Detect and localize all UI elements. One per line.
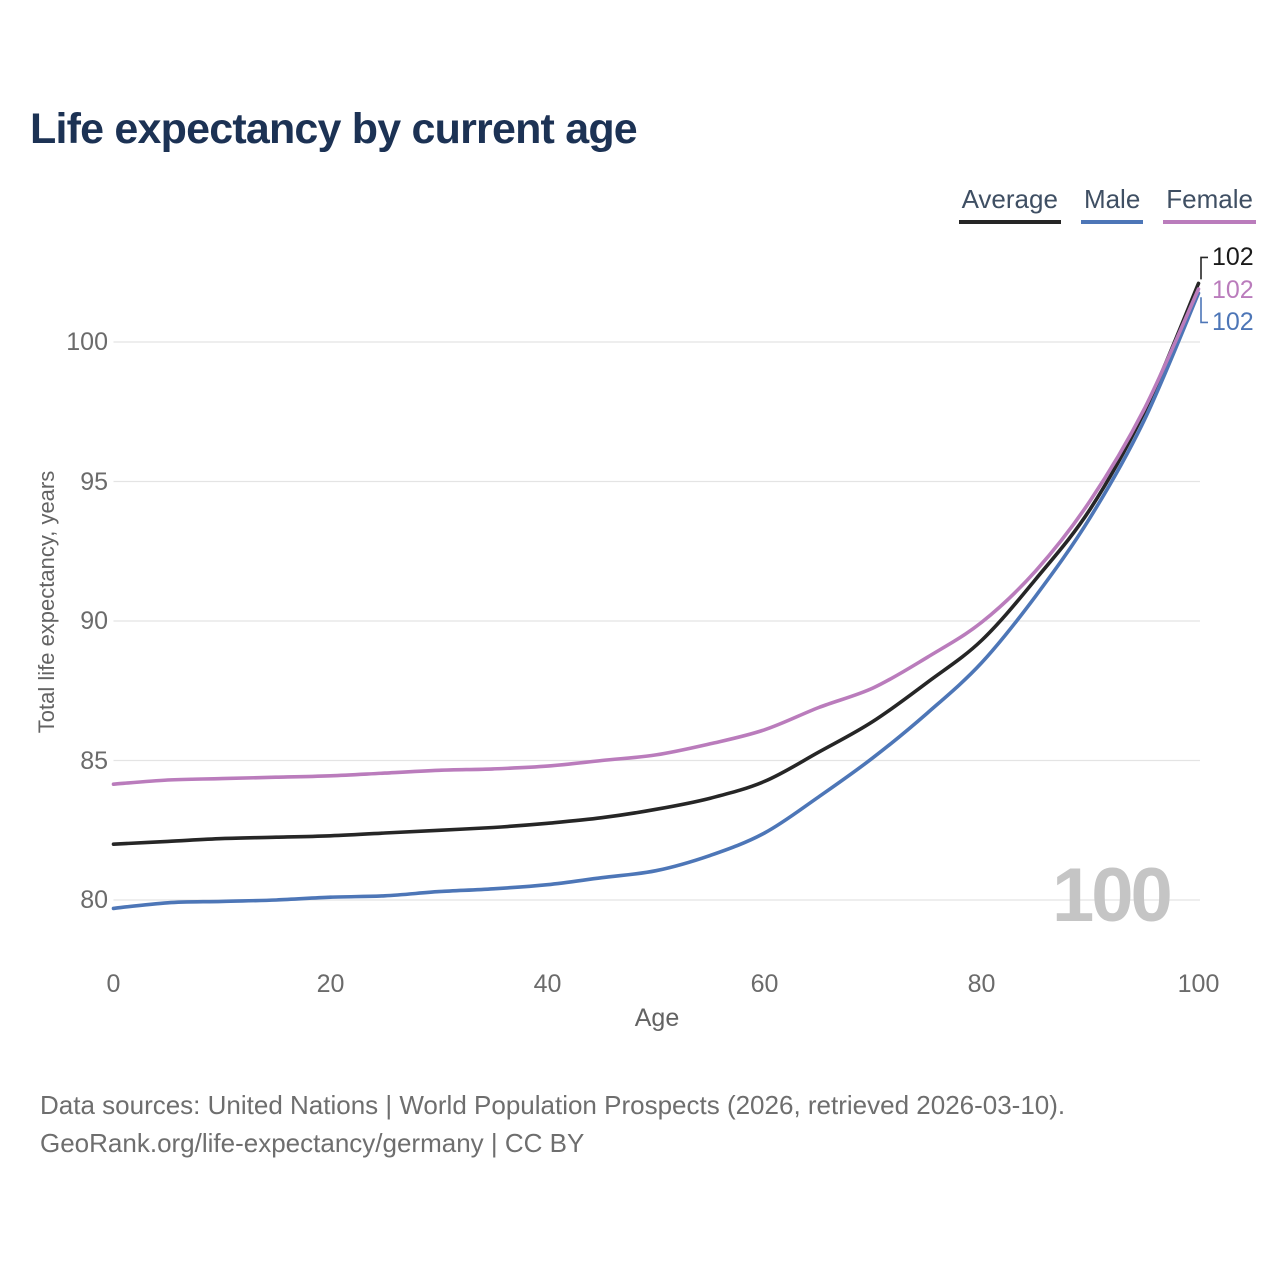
end-label-female: 102 [1212,275,1254,304]
source-note-line-2: GeoRank.org/life-expectancy/germany | CC… [40,1128,585,1158]
ytick-100: 100 [66,328,108,356]
end-label-male: 102 [1212,308,1254,337]
xtick-40: 40 [533,970,562,998]
ytick-95: 95 [80,467,108,496]
legend: Average Male Female [958,184,1256,224]
y-axis-label: Total life expectancy, years [34,470,59,734]
xtick-100: 100 [1177,970,1220,998]
legend-label-average: Average [961,184,1058,214]
end-label-average: 102 [1212,243,1254,272]
source-note: Data sources: United Nations | World Pop… [40,1086,1065,1162]
xtick-80: 80 [967,970,996,998]
legend-item-average[interactable]: Average [958,184,1061,224]
source-note-line-1: Data sources: United Nations | World Pop… [40,1090,1066,1120]
xtick-60: 60 [750,970,779,998]
x-axis-label: Age [634,1004,680,1032]
legend-item-male[interactable]: Male [1080,184,1144,224]
end-label-connector-average [1200,256,1208,280]
xtick-0: 0 [106,970,121,998]
end-label-connector-male [1200,297,1208,324]
ytick-90: 90 [80,607,108,635]
line-male [111,291,1201,911]
watermark-100: 100 [1052,853,1173,938]
page-title: Life expectancy by current age [30,105,638,153]
legend-item-female[interactable]: Female [1163,184,1256,224]
line-average [111,281,1201,846]
ytick-85: 85 [80,746,108,775]
line-female [111,287,1201,786]
legend-label-female: Female [1166,184,1253,214]
ytick-80: 80 [80,886,108,914]
xtick-20: 20 [316,970,345,998]
legend-label-male: Male [1083,184,1141,214]
